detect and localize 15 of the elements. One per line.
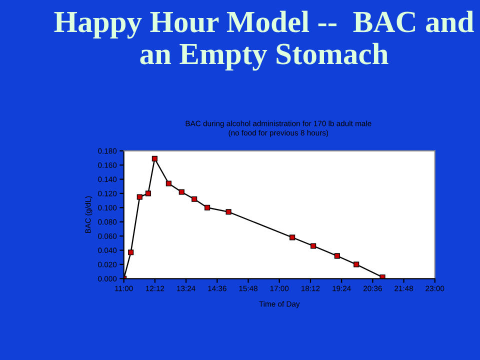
point (226, 209, 232, 215)
point (354, 262, 360, 268)
point (192, 196, 198, 202)
point (152, 156, 158, 162)
chart-title: Happy Hour Model -- BAC and an Empty Stomach (54, 10, 474, 71)
point (310, 243, 316, 249)
point (136, 194, 142, 200)
point (204, 204, 210, 210)
point (178, 189, 184, 195)
point (166, 180, 172, 186)
point (290, 234, 296, 240)
point (128, 250, 134, 256)
point (380, 274, 386, 279)
point (145, 190, 151, 196)
point (334, 253, 340, 259)
